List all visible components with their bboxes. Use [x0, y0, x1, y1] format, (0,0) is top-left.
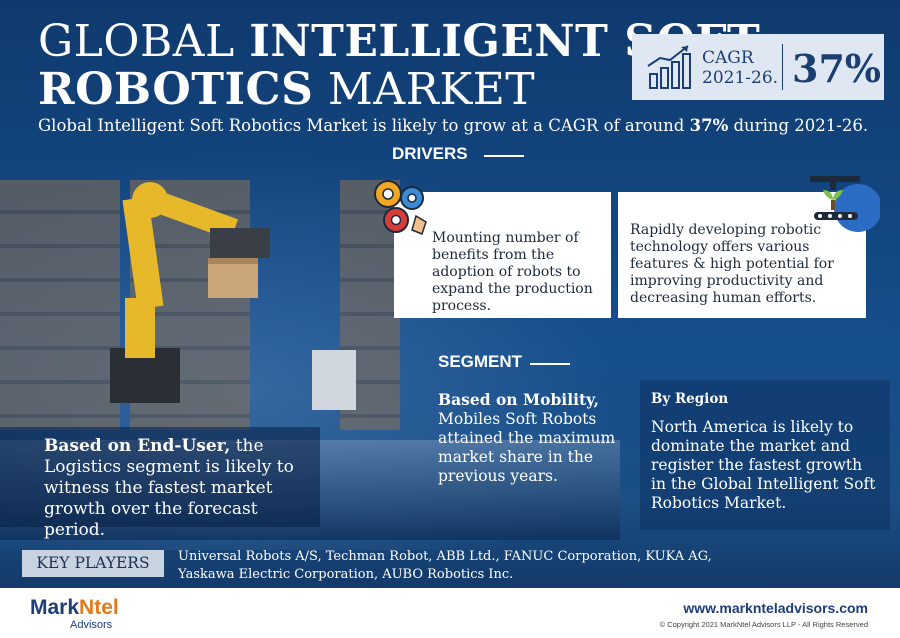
driver-text-2: Rapidly developing robotic technology of… [630, 222, 834, 306]
drivers-rule [484, 155, 524, 157]
cagr-box: CAGR 2021-26. 37% [632, 34, 884, 100]
end-user-text: Based on End-User, the Logistics segment… [44, 436, 314, 541]
end-user-rest: the Logistics segment is likely to witne… [44, 436, 294, 540]
end-user-panel [0, 427, 320, 527]
region-text: North America is likely to dominate the … [651, 418, 876, 512]
logo-main: Mark [30, 596, 80, 619]
mobility-text: Based on Mobility, Mobiles Soft Robots a… [438, 390, 618, 486]
warehouse-shelf [0, 180, 120, 430]
copyright: © Copyright 2021 MarkNtel Advisors LLP -… [659, 620, 868, 629]
plant-conveyor-icon [810, 176, 880, 232]
subtitle: Global Intelligent Soft Robotics Market … [38, 116, 868, 135]
footer [0, 588, 900, 638]
key-players-text: Universal Robots A/S, Techman Robot, ABB… [178, 549, 712, 582]
mobility-bold: Based on Mobility, [438, 390, 600, 409]
mobility-rest: Mobiles Soft Robots attained the maximum… [438, 410, 616, 485]
drivers-heading: DRIVERS [392, 144, 468, 163]
cagr-value: 37% [792, 46, 881, 91]
end-user-bold: Based on End-User, [44, 436, 231, 456]
cagr-label: CAGR 2021-26. [702, 48, 778, 88]
logo-sub: Advisors [70, 619, 113, 631]
region-label: By Region [651, 391, 729, 407]
robot-arm-icon [110, 182, 270, 403]
segment-rule [530, 363, 570, 365]
cagr-title: CAGR [702, 48, 754, 68]
driver-text-1: Mounting number of benefits from the ado… [432, 230, 593, 314]
region-panel [640, 380, 890, 530]
key-players-label: KEY PLAYERS [22, 550, 164, 577]
segment-heading: SEGMENT [438, 352, 523, 371]
subtitle-text: Global Intelligent Soft Robotics Market … [38, 116, 690, 135]
title-light-2: MARKET [327, 64, 536, 115]
website-link[interactable]: www.marknteladvisors.com [683, 600, 868, 616]
driver-card-1: Mounting number of benefits from the ado… [394, 192, 611, 318]
subtitle-highlight: 37% [689, 116, 729, 135]
logo-accent: Ntel [79, 596, 119, 619]
control-panel [312, 350, 356, 410]
cagr-divider [782, 44, 783, 90]
logo: MarkNtel [30, 596, 119, 620]
title-light-1: GLOBAL [38, 16, 235, 67]
gears-icon [374, 180, 427, 235]
title-bold-2: ROBOTICS [38, 64, 314, 115]
cagr-period: 2021-26. [702, 68, 779, 88]
growth-chart-icon [647, 45, 691, 89]
subtitle-text-end: during 2021-26. [728, 116, 869, 135]
